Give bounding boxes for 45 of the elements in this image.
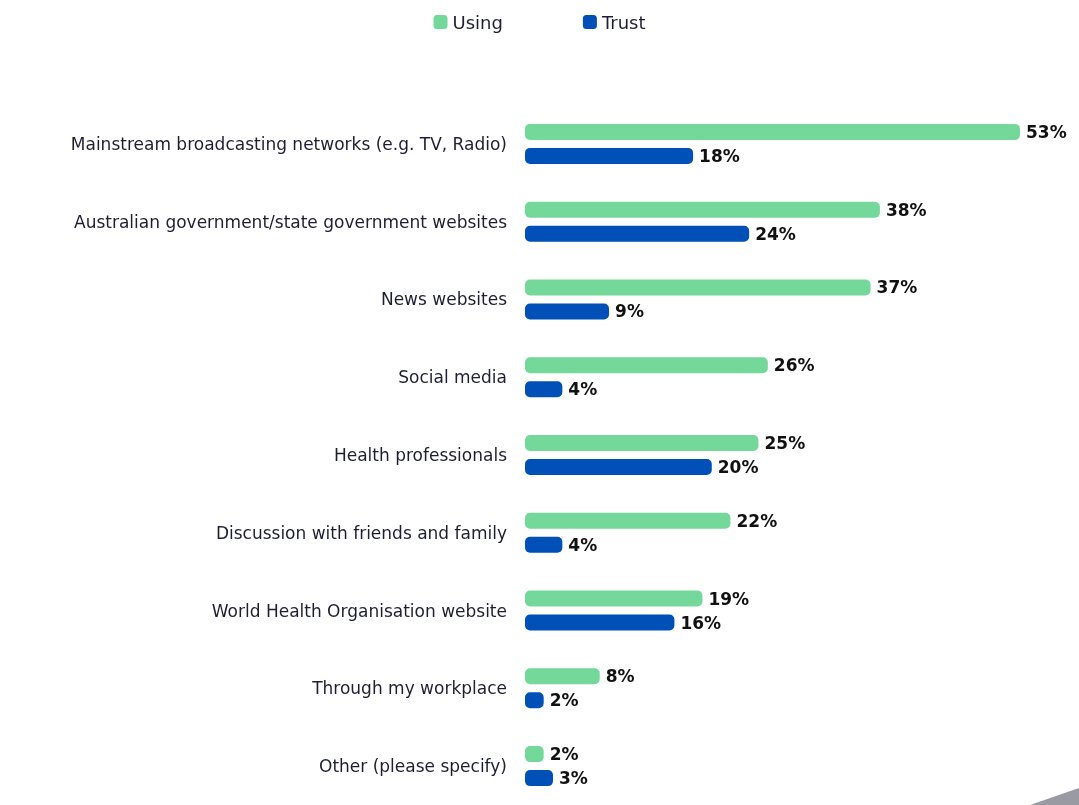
data-label: 2% bbox=[549, 744, 579, 765]
data-label: 8% bbox=[605, 666, 635, 687]
bar bbox=[525, 512, 731, 529]
bar bbox=[525, 381, 563, 398]
bar bbox=[525, 459, 712, 475]
data-label: 4% bbox=[568, 534, 598, 555]
y-tick-label: Australian government/state government websites bbox=[74, 211, 508, 232]
bar bbox=[525, 590, 703, 607]
data-label: 25% bbox=[764, 433, 806, 453]
data-label: 2% bbox=[549, 690, 579, 711]
bar bbox=[525, 279, 871, 296]
data-label: 4% bbox=[568, 379, 598, 400]
data-label: 18% bbox=[699, 145, 740, 166]
y-tick-label: Through my workplace bbox=[311, 678, 507, 699]
bar bbox=[525, 435, 759, 451]
bar bbox=[525, 357, 768, 374]
data-label: 19% bbox=[708, 588, 750, 609]
y-tick-label: Discussion with friends and family bbox=[215, 522, 507, 543]
bar bbox=[525, 225, 750, 242]
y-tick-label: Other (please specify) bbox=[319, 756, 507, 777]
data-label: 53% bbox=[1026, 121, 1067, 142]
data-label: 37% bbox=[876, 277, 918, 298]
bar bbox=[525, 303, 610, 320]
y-tick-label: Social media bbox=[398, 367, 507, 388]
y-tick-label: News websites bbox=[380, 289, 508, 310]
data-label: 26% bbox=[773, 355, 815, 376]
bar bbox=[525, 147, 694, 164]
legend-label: Using bbox=[452, 11, 503, 33]
bar bbox=[525, 770, 554, 787]
data-label: 22% bbox=[736, 510, 778, 531]
legend-label: Trust bbox=[600, 11, 646, 33]
bar bbox=[525, 123, 1020, 140]
data-label: 3% bbox=[559, 768, 588, 789]
data-label: 38% bbox=[885, 199, 927, 220]
bar bbox=[525, 536, 563, 553]
y-tick-label: World Health Organisation website bbox=[211, 600, 507, 621]
data-label: 20% bbox=[717, 457, 759, 477]
bar bbox=[525, 614, 675, 631]
data-label: 16% bbox=[680, 612, 722, 633]
bar bbox=[525, 201, 880, 218]
y-tick-label: Health professionals bbox=[333, 445, 508, 465]
bar bbox=[525, 668, 600, 685]
y-tick-label: Mainstream broadcasting networks (e.g. TV, Radio) bbox=[70, 133, 507, 154]
data-label: 24% bbox=[755, 223, 796, 244]
data-label: 9% bbox=[615, 301, 644, 322]
